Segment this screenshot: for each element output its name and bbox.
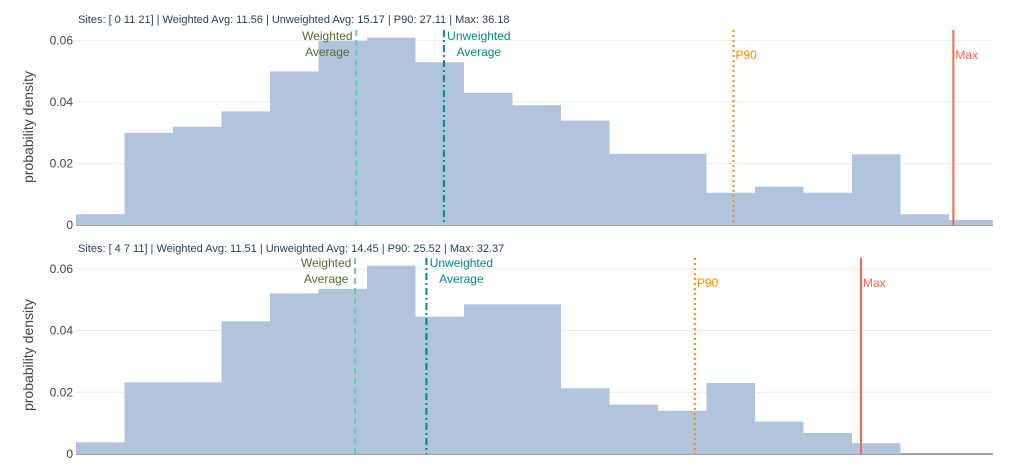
histogram-bar [415,62,464,225]
histogram-bar [658,153,707,225]
histogram-bar [464,304,513,454]
histogram-bar [852,443,901,454]
y-tick-label: 0.06 [50,34,74,48]
histogram-bar [949,220,993,225]
y-tick-label: 0.02 [50,157,74,171]
histogram-bar [270,293,319,454]
marker-label: Unweighted Average [447,29,510,59]
marker-label: Max [955,48,978,62]
histogram-panel-top: Sites: [ 0 11 21] | Weighted Avg: 11.56 … [20,14,993,232]
histogram-bar [318,288,367,454]
panel-caption-top: Sites: [ 0 11 21] | Weighted Avg: 11.56 … [78,14,510,26]
histogram-bar [221,111,270,225]
histogram-bar [464,92,513,225]
y-tick-label: 0.02 [50,385,74,399]
histogram-bar [755,421,804,454]
marker-label: Weighted Average [301,256,351,286]
y-tick-label: 0.04 [50,324,74,338]
y-axis-label-bottom: probability density [20,299,36,411]
panel-caption-bottom: Sites: [ 4 7 11] | Weighted Avg: 11.51 |… [78,243,504,255]
histogram-bar [76,214,125,225]
histogram-bar [803,192,852,225]
y-ticks-bottom: 0 0.02 0.04 0.06 [50,262,74,461]
histogram-bar [561,120,610,225]
histogram-bar [512,304,561,454]
histogram-bar [124,382,173,454]
histogram-bar [900,214,949,225]
marker-label: Unweighted Average [430,256,493,286]
histogram-bar [124,132,173,225]
bars-bottom [76,265,901,454]
y-axis-label-top: probability density [20,71,36,183]
marker-label: P90 [697,276,719,290]
histogram-bar [706,192,755,225]
marker-lines-bottom: Weighted Average Unweighted Average P90 Max [301,256,886,454]
marker-label: Max [863,276,886,290]
y-tick-label: 0 [66,218,73,232]
histogram-bar [561,388,610,454]
histogram-bar [173,126,222,225]
histogram-bar [270,71,319,225]
histogram-bar [415,316,464,454]
marker-lines-top: Weighted Average Unweighted Average P90 Max [302,29,978,225]
histogram-bar [367,37,416,225]
histogram-bar [512,105,561,225]
histogram-bar [318,40,367,225]
histogram-bar [609,153,658,225]
histogram-bar [367,265,416,454]
histogram-bar [173,382,222,454]
y-tick-label: 0.04 [50,95,74,109]
histogram-bar [706,383,755,454]
histogram-bar [803,433,852,454]
marker-label: P90 [735,48,757,62]
histogram-bar [852,154,901,225]
histogram-bar [755,186,804,225]
histogram-bar [609,404,658,454]
histogram-panel-bottom: Sites: [ 4 7 11] | Weighted Avg: 11.51 |… [20,243,993,461]
histogram-bar [221,321,270,454]
histogram-bar [658,410,707,454]
y-tick-label: 0 [66,447,73,461]
y-tick-label: 0.06 [50,262,74,276]
bars-top [76,37,993,225]
y-ticks-top: 0 0.02 0.04 0.06 [50,34,74,232]
marker-label: Weighted Average [302,29,352,59]
histogram-bar [76,442,125,454]
